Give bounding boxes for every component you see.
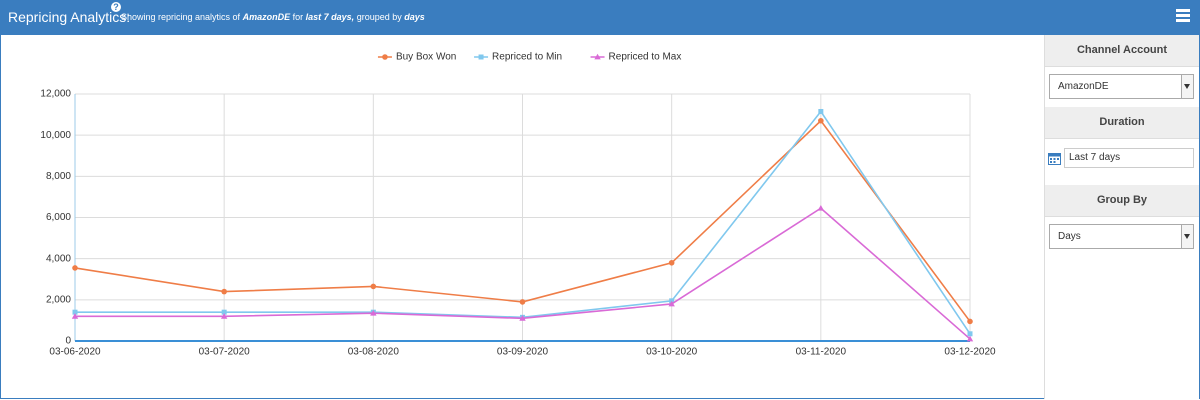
data-point (221, 288, 227, 295)
section-label: Group By (1045, 185, 1199, 217)
y-tick-label: 8,000 (46, 171, 71, 182)
data-point (817, 205, 825, 211)
subtitle-duration: last 7 days, (305, 12, 355, 22)
y-tick-label: 0 (65, 336, 71, 347)
subtitle-text: grouped by (356, 12, 402, 22)
select-value: Days (1058, 231, 1081, 242)
legend-label: Buy Box Won (396, 52, 456, 63)
select-arrow (1181, 225, 1193, 248)
y-tick-label: 12,000 (40, 89, 71, 100)
legend-marker (478, 54, 484, 60)
sidebar: Channel Account AmazonDE Duration Last 7… (1044, 35, 1199, 399)
data-point (668, 300, 675, 307)
data-point (72, 309, 78, 315)
group-select[interactable]: Days (1049, 224, 1194, 249)
x-tick-label: 03-06-2020 (49, 347, 101, 358)
chart: 0 2,000 4,000 6,000 8,000 10,000 12,000 03-06-2… (40, 52, 996, 358)
page-title: Repricing Analytics: (8, 9, 131, 25)
subtitle-account: AmazonDE (242, 12, 291, 22)
data-point (220, 313, 228, 319)
data-point (818, 117, 824, 124)
section-label: Duration (1045, 107, 1199, 139)
x-tick-label: 03-08-2020 (348, 347, 400, 358)
data-point (966, 335, 974, 342)
help-icon[interactable]: ? (111, 2, 121, 12)
data-point (818, 108, 824, 114)
data-point (519, 315, 526, 321)
data-point (71, 313, 79, 319)
channel-select[interactable]: AmazonDE (1049, 74, 1194, 99)
y-tick-label: 6,000 (46, 212, 71, 223)
x-tick-label: 03-09-2020 (497, 347, 549, 358)
data-point (370, 310, 377, 316)
x-tick-label: 03-10-2020 (646, 347, 698, 358)
subtitle-text: for (292, 12, 304, 22)
x-tick-label: 03-07-2020 (199, 347, 251, 358)
menu-button[interactable] (1176, 9, 1190, 25)
select-arrow (1181, 75, 1193, 98)
section-label: Channel Account (1045, 35, 1199, 67)
subtitle-text: Showing repricing analytics of (121, 12, 241, 22)
data-point (668, 259, 675, 266)
legend-marker (594, 53, 601, 60)
header-subtitle: Showing repricing analytics of AmazonDE … (121, 12, 425, 22)
data-point (967, 331, 973, 337)
y-tick-label: 2,000 (46, 294, 71, 305)
data-point (519, 299, 526, 305)
data-point (370, 283, 377, 290)
data-point (967, 318, 973, 325)
legend-marker (382, 54, 388, 60)
input-value: Last 7 days (1064, 148, 1194, 168)
y-tick-label: 4,000 (46, 253, 71, 264)
legend-label: Repriced to Min (492, 52, 562, 63)
subtitle-group: days (404, 12, 425, 22)
x-tick-label: 03-12-2020 (944, 347, 996, 358)
x-tick-label: 03-11-2020 (796, 347, 847, 358)
calendar-icon (1048, 152, 1061, 165)
data-point (221, 309, 227, 315)
select-value: AmazonDE (1058, 81, 1109, 92)
header-bar: Repricing Analytics: ? Showing repricing… (0, 0, 1200, 35)
legend-label: Repriced to Max (609, 52, 682, 63)
data-point (72, 265, 78, 271)
duration-input[interactable]: Last 7 days (1048, 148, 1194, 168)
y-tick-label: 10,000 (40, 130, 71, 141)
